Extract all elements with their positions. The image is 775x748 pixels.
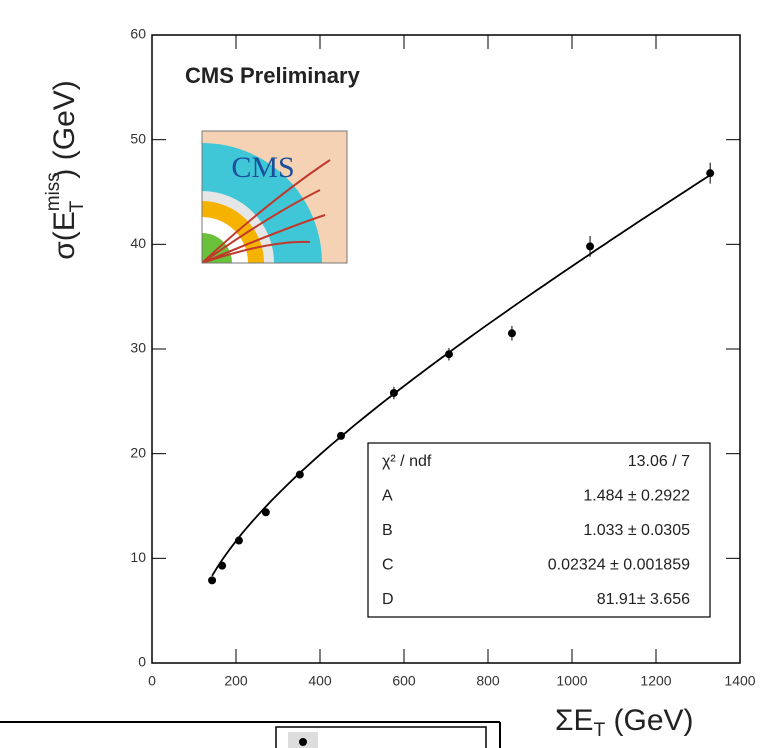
stats-name: χ² / ndf [382,453,432,470]
y-tick-label: 60 [130,26,146,42]
data-point [208,576,217,585]
data-point [295,470,304,479]
x-label-tail: (GeV) [605,704,693,737]
x-tick-label: 200 [224,673,248,689]
y-axis-label: σ(Emiss T ) (GeV) [43,80,88,260]
y-tick-label: 40 [130,235,146,251]
fit-curve [211,174,711,577]
cms-logo: CMS [201,130,348,264]
data-point [261,508,270,517]
y-tick-label: 50 [130,130,146,146]
x-tick-label: 0 [148,673,156,689]
data-point [389,388,398,397]
y-label-tail: ) (GeV) [48,80,81,178]
cropped-plot [0,721,501,748]
y-label-sup: miss [43,172,64,211]
x-label-main: ΣE [555,704,594,737]
y-label-main: σ(E [48,211,81,260]
y-label-sub: T [67,200,88,212]
x-tick-label: 800 [476,673,500,689]
data-point [507,329,516,338]
x-tick-label: 400 [308,673,332,689]
annotation: CMS Preliminary [185,63,361,88]
x-axis-label: ΣET (GeV) [555,704,694,741]
stats-value: 1.033 ± 0.0305 [583,522,690,539]
x-tick-label: 1400 [724,673,755,689]
y-tick-label: 0 [138,654,146,670]
x-tick-label: 1000 [556,673,587,689]
data-point [444,350,453,359]
data-point [706,169,715,178]
y-tick-label: 20 [130,444,146,460]
stats-value: 13.06 / 7 [628,453,690,470]
x-tick-label: 1200 [640,673,671,689]
stats-value: 81.91± 3.656 [597,591,690,608]
data-point [234,536,243,545]
stats-value: 0.02324 ± 0.001859 [548,557,690,574]
logo-text: CMS [231,151,294,184]
x-label-sub: T [594,720,606,741]
stats-box [367,442,711,618]
stats-name: A [382,488,393,505]
y-tick-label: 30 [130,340,146,356]
y-tick-label: 10 [130,549,146,565]
data-point [337,431,345,440]
stats-name: C [382,557,394,574]
stats-value: 1.484 ± 0.2922 [583,488,690,505]
stats-name: B [382,522,393,539]
data-point [586,242,595,251]
data-point [218,561,227,570]
stats-name: D [382,591,394,608]
x-tick-label: 600 [392,673,416,689]
